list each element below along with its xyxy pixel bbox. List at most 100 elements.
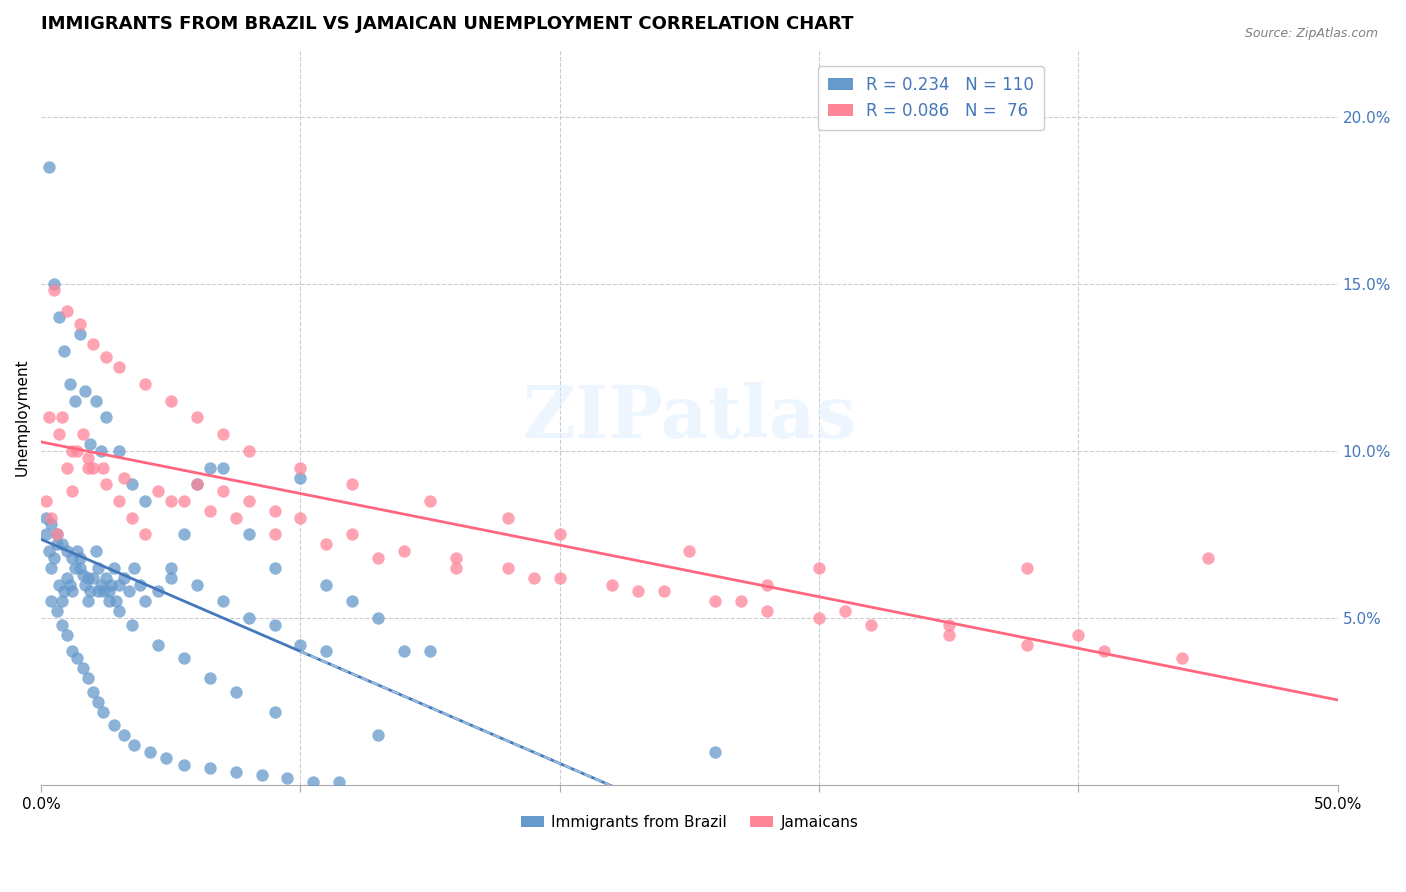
Point: [97, 594, 120, 608]
Point: [600, 577, 623, 591]
Point: [198, 460, 221, 475]
Point: [523, 571, 546, 585]
Point: [60, 483, 83, 498]
Point: [112, 470, 135, 484]
Point: [173, 758, 195, 772]
Point: [51, 617, 73, 632]
Point: [94, 477, 117, 491]
Point: [263, 617, 285, 632]
Point: [548, 527, 571, 541]
Point: [93, 460, 115, 475]
Point: [315, 644, 337, 658]
Point: [66, 544, 89, 558]
Point: [173, 651, 195, 665]
Point: [38, 160, 60, 174]
Point: [1067, 628, 1090, 642]
Point: [548, 571, 571, 585]
Point: [134, 377, 156, 392]
Point: [328, 774, 350, 789]
Point: [38, 544, 60, 558]
Text: Source: ZipAtlas.com: Source: ZipAtlas.com: [1244, 27, 1378, 40]
Point: [1092, 644, 1115, 658]
Point: [75, 577, 97, 591]
Point: [626, 584, 648, 599]
Point: [652, 584, 675, 599]
Point: [367, 728, 389, 742]
Point: [66, 443, 89, 458]
Point: [211, 460, 233, 475]
Point: [94, 410, 117, 425]
Point: [263, 561, 285, 575]
Point: [496, 561, 519, 575]
Point: [45, 604, 67, 618]
Point: [76, 571, 98, 585]
Point: [186, 577, 208, 591]
Point: [82, 571, 104, 585]
Point: [51, 410, 73, 425]
Point: [82, 337, 104, 351]
Point: [419, 644, 441, 658]
Point: [342, 527, 364, 541]
Point: [808, 561, 831, 575]
Point: [225, 764, 247, 779]
Point: [367, 550, 389, 565]
Point: [124, 561, 146, 575]
Point: [211, 594, 233, 608]
Point: [69, 317, 91, 331]
Point: [134, 527, 156, 541]
Point: [60, 644, 83, 658]
Point: [75, 384, 97, 398]
Point: [41, 594, 63, 608]
Point: [159, 494, 181, 508]
Point: [238, 494, 260, 508]
Point: [56, 628, 79, 642]
Point: [42, 284, 65, 298]
Point: [263, 705, 285, 719]
Point: [342, 477, 364, 491]
Point: [121, 510, 143, 524]
Point: [56, 303, 79, 318]
Point: [42, 550, 65, 565]
Point: [1015, 638, 1038, 652]
Point: [87, 694, 110, 708]
Point: [290, 638, 312, 652]
Point: [53, 584, 76, 599]
Point: [45, 537, 67, 551]
Point: [186, 410, 208, 425]
Point: [84, 544, 107, 558]
Point: [315, 537, 337, 551]
Point: [108, 360, 131, 375]
Point: [100, 577, 122, 591]
Point: [112, 728, 135, 742]
Point: [186, 477, 208, 491]
Point: [48, 310, 70, 325]
Point: [84, 393, 107, 408]
Point: [108, 443, 131, 458]
Point: [146, 584, 169, 599]
Point: [42, 277, 65, 291]
Point: [76, 671, 98, 685]
Point: [139, 745, 162, 759]
Point: [756, 577, 779, 591]
Point: [108, 604, 131, 618]
Y-axis label: Unemployment: Unemployment: [15, 359, 30, 476]
Point: [121, 617, 143, 632]
Point: [56, 571, 79, 585]
Point: [76, 460, 98, 475]
Point: [808, 611, 831, 625]
Point: [48, 577, 70, 591]
Point: [56, 460, 79, 475]
Point: [392, 644, 415, 658]
Point: [159, 561, 181, 575]
Point: [938, 628, 960, 642]
Point: [59, 377, 82, 392]
Point: [79, 584, 101, 599]
Point: [41, 510, 63, 524]
Point: [66, 651, 89, 665]
Point: [41, 517, 63, 532]
Point: [159, 393, 181, 408]
Point: [155, 751, 177, 765]
Point: [51, 594, 73, 608]
Point: [1015, 561, 1038, 575]
Point: [128, 577, 150, 591]
